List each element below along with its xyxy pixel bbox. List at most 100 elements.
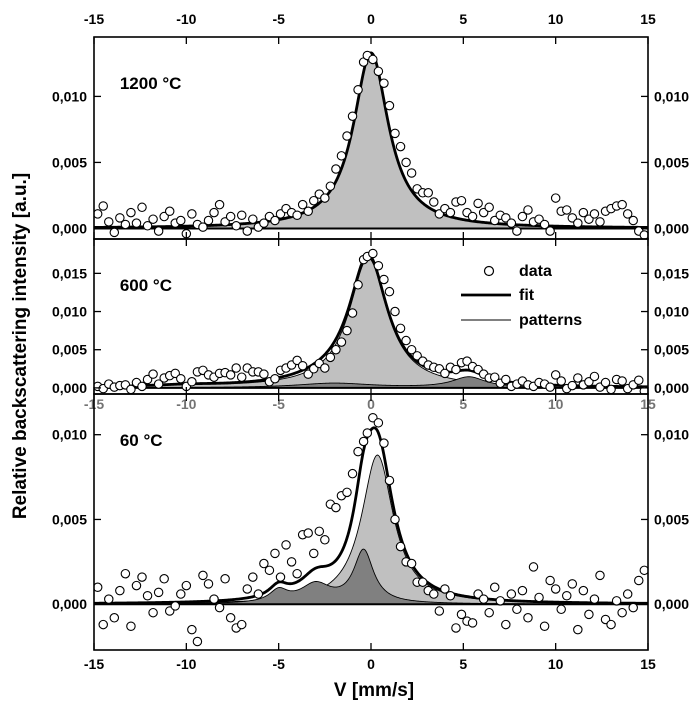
legend-label-patterns: patterns — [519, 312, 582, 329]
data-point — [347, 111, 358, 121]
data-point — [395, 323, 406, 334]
data-point — [347, 468, 358, 479]
data-point — [248, 572, 258, 582]
data-point — [545, 226, 555, 236]
data-point — [320, 193, 330, 203]
y-tick-label-right: 0,010 — [654, 304, 689, 320]
data-point — [600, 377, 611, 388]
data-point — [281, 540, 291, 550]
data-point — [264, 565, 275, 576]
x-tick-label-bottom: 15 — [640, 656, 656, 672]
data-point — [506, 589, 517, 599]
y-tick-label-right: 0,000 — [654, 596, 689, 612]
data-point — [181, 580, 192, 591]
data-point — [231, 363, 241, 373]
data-point — [589, 209, 600, 219]
data-point — [198, 570, 208, 581]
data-point — [236, 372, 247, 382]
data-point — [501, 619, 511, 630]
data-point — [573, 624, 583, 635]
data-point — [153, 379, 164, 389]
data-point — [214, 199, 225, 210]
data-point — [353, 280, 363, 290]
data-point — [373, 418, 384, 428]
data-point — [192, 636, 203, 647]
x-tick-label-bottom: 10 — [548, 656, 564, 672]
data-point — [242, 226, 253, 236]
data-point — [137, 381, 147, 392]
data-point — [489, 372, 500, 382]
data-point — [242, 584, 253, 594]
data-point — [606, 619, 616, 630]
data-point — [342, 487, 352, 498]
data-point — [534, 592, 544, 603]
data-point — [406, 168, 417, 178]
data-point — [187, 209, 197, 219]
data-point — [225, 370, 236, 380]
data-point — [451, 623, 461, 633]
y-tick-label-left: 0,000 — [52, 380, 87, 396]
data-point — [379, 78, 389, 88]
data-point — [259, 218, 269, 228]
data-point — [336, 151, 347, 161]
data-point — [308, 548, 319, 559]
data-point — [550, 193, 561, 203]
data-point — [606, 384, 616, 394]
panel-label: 600 °C — [120, 276, 172, 295]
data-point — [639, 386, 648, 394]
x-tick-label-middle: 10 — [548, 396, 564, 412]
data-point — [622, 589, 633, 599]
y-tick-label-right: 0,005 — [654, 154, 689, 170]
data-point — [236, 619, 247, 630]
data-point — [153, 587, 164, 598]
data-point — [115, 585, 125, 596]
data-point — [384, 475, 395, 486]
x-tick-label-bottom: -10 — [176, 656, 196, 672]
data-point — [331, 164, 341, 174]
data-point — [342, 131, 352, 141]
data-point — [170, 601, 181, 611]
data-point — [550, 370, 561, 380]
data-point — [567, 579, 578, 589]
x-tick-label-bottom: 5 — [459, 656, 467, 672]
data-point — [98, 201, 108, 211]
data-point — [539, 219, 550, 230]
data-point — [347, 308, 358, 318]
data-point — [308, 195, 319, 206]
data-point — [395, 541, 406, 552]
data-point — [368, 248, 378, 259]
y-tick-label-left: 0,000 — [52, 596, 87, 612]
data-point — [131, 218, 142, 228]
data-point — [126, 207, 136, 218]
data-point — [545, 575, 555, 586]
data-point — [292, 568, 302, 579]
data-point — [148, 607, 158, 618]
data-point — [148, 369, 158, 379]
data-point — [384, 100, 395, 111]
data-point — [353, 85, 363, 95]
data-point — [406, 558, 417, 569]
data-point — [94, 209, 103, 219]
data-point — [176, 215, 186, 226]
x-tick-label-middle: -10 — [176, 396, 196, 412]
data-point — [303, 528, 313, 538]
data-point — [628, 602, 638, 613]
data-point — [187, 377, 197, 387]
data-point — [120, 568, 131, 579]
data-point — [214, 602, 225, 613]
data-point — [561, 590, 572, 601]
data-point — [325, 181, 336, 191]
data-point — [259, 369, 269, 379]
data-point — [176, 589, 186, 599]
data-point — [434, 606, 445, 616]
data-point — [104, 217, 114, 227]
data-point — [617, 199, 627, 210]
data-point — [639, 230, 648, 239]
data-point — [589, 371, 600, 382]
data-point — [545, 382, 555, 392]
data-point — [451, 364, 461, 375]
data-point — [417, 577, 428, 587]
x-tick-label-top: -5 — [272, 11, 285, 27]
data-point — [104, 594, 114, 604]
x-axis-label: V [mm/s] — [334, 680, 414, 701]
